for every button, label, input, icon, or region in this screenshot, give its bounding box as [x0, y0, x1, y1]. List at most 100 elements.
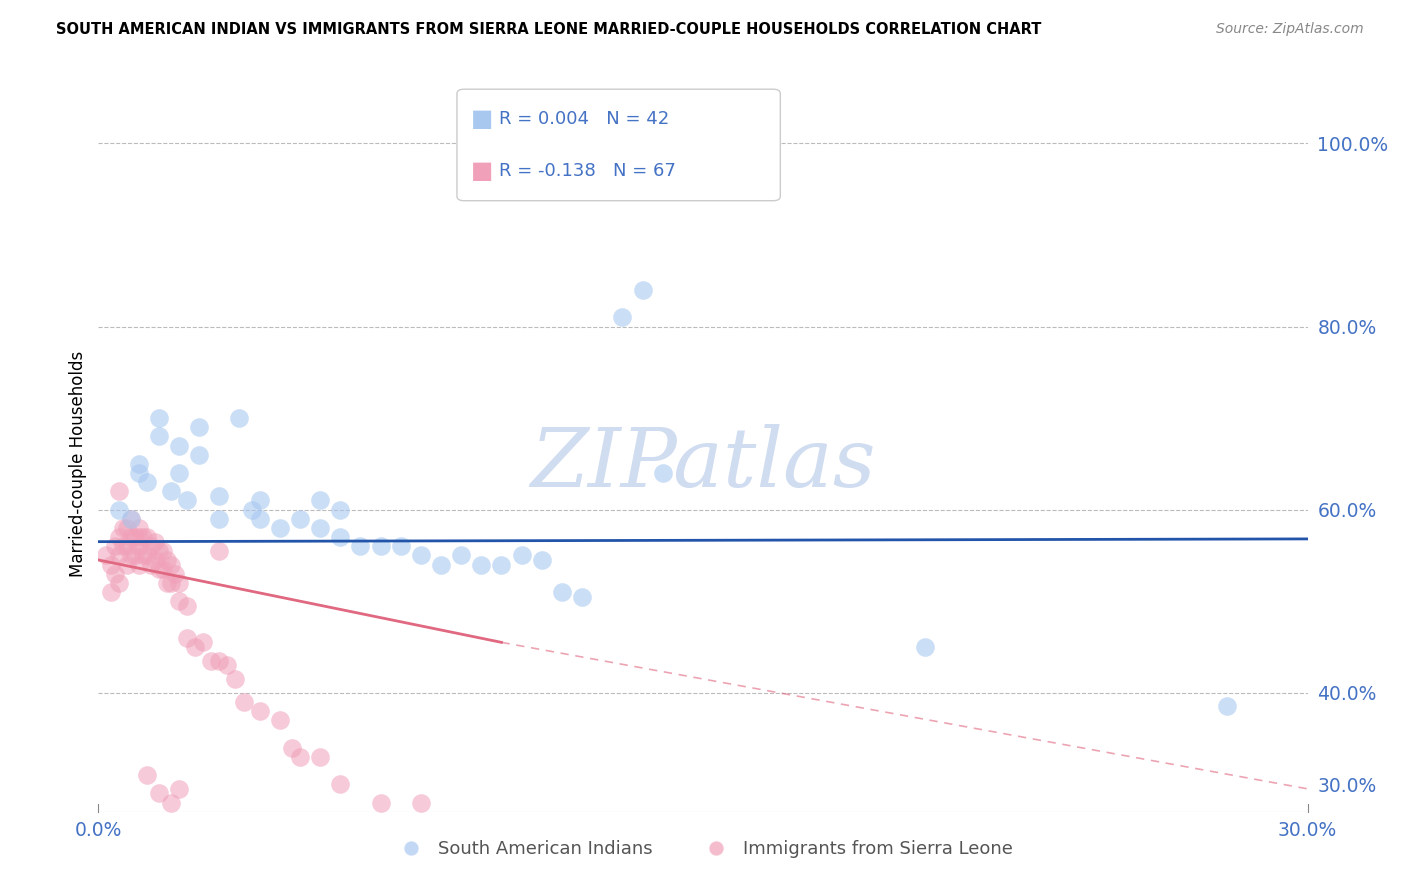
Point [128, 521, 150, 535]
Point [914, 640, 936, 654]
Point [370, 539, 392, 553]
Point [167, 781, 190, 796]
Point [224, 672, 246, 686]
Point [510, 549, 533, 563]
Point [571, 590, 593, 604]
Point [107, 484, 129, 499]
Point [160, 484, 183, 499]
Text: R = 0.004   N = 42: R = 0.004 N = 42 [499, 110, 669, 128]
Point [208, 654, 231, 668]
Point [288, 749, 311, 764]
Point [228, 411, 250, 425]
Point [163, 566, 186, 581]
Point [309, 521, 332, 535]
Text: ZIPatlas: ZIPatlas [530, 424, 876, 504]
Point [111, 521, 134, 535]
Point [103, 539, 125, 553]
Point [160, 796, 183, 810]
Text: ■: ■ [471, 160, 494, 183]
Point [470, 558, 492, 572]
Point [115, 521, 138, 535]
Point [491, 558, 513, 572]
Point [128, 539, 150, 553]
Point [217, 658, 239, 673]
Point [249, 704, 271, 718]
Point [103, 566, 125, 581]
Point [115, 558, 138, 572]
Point [135, 475, 157, 490]
Point [135, 549, 157, 563]
Point [120, 549, 142, 563]
Point [329, 777, 352, 791]
Point [450, 549, 472, 563]
Point [152, 562, 174, 576]
Point [115, 539, 138, 553]
Point [329, 502, 352, 516]
Point [269, 521, 291, 535]
Point [128, 530, 150, 544]
Point [124, 530, 146, 544]
Point [193, 635, 215, 649]
Point [232, 695, 254, 709]
Point [148, 786, 170, 800]
Point [184, 640, 207, 654]
Point [148, 543, 170, 558]
Point [128, 466, 150, 480]
Point [167, 594, 190, 608]
Point [167, 466, 190, 480]
Point [96, 549, 118, 563]
Point [120, 530, 142, 544]
Point [139, 558, 162, 572]
Point [240, 502, 263, 516]
Point [208, 512, 231, 526]
Point [124, 549, 146, 563]
Point [107, 549, 129, 563]
Point [370, 796, 392, 810]
Point [651, 466, 673, 480]
Point [100, 558, 122, 572]
Point [176, 631, 198, 645]
Point [269, 713, 291, 727]
Point [160, 558, 183, 572]
Point [156, 553, 179, 567]
Point [176, 599, 198, 613]
Text: R = -0.138   N = 67: R = -0.138 N = 67 [499, 162, 676, 180]
Point [107, 530, 129, 544]
Legend: South American Indians, Immigrants from Sierra Leone: South American Indians, Immigrants from … [385, 833, 1021, 865]
Point [128, 457, 150, 471]
Point [120, 512, 142, 526]
Point [100, 585, 122, 599]
Point [160, 575, 183, 590]
Point [208, 543, 231, 558]
Point [309, 749, 332, 764]
Point [139, 539, 162, 553]
Point [132, 530, 155, 544]
Point [389, 539, 412, 553]
Point [128, 558, 150, 572]
Point [167, 438, 190, 452]
Point [188, 448, 211, 462]
Point [631, 283, 654, 297]
Point [148, 562, 170, 576]
Point [430, 558, 453, 572]
Point [249, 512, 271, 526]
Text: SOUTH AMERICAN INDIAN VS IMMIGRANTS FROM SIERRA LEONE MARRIED-COUPLE HOUSEHOLDS : SOUTH AMERICAN INDIAN VS IMMIGRANTS FROM… [56, 22, 1042, 37]
Point [309, 493, 332, 508]
Point [1216, 699, 1239, 714]
Y-axis label: Married-couple Households: Married-couple Households [69, 351, 87, 577]
Point [249, 493, 271, 508]
Point [135, 530, 157, 544]
Text: Source: ZipAtlas.com: Source: ZipAtlas.com [1216, 22, 1364, 37]
Point [156, 575, 179, 590]
Point [551, 585, 574, 599]
Point [148, 411, 170, 425]
Point [530, 553, 553, 567]
Point [120, 512, 142, 526]
Point [135, 768, 157, 782]
Point [176, 493, 198, 508]
Point [148, 429, 170, 443]
Point [111, 539, 134, 553]
Point [612, 310, 634, 325]
Point [200, 654, 222, 668]
Point [143, 534, 166, 549]
